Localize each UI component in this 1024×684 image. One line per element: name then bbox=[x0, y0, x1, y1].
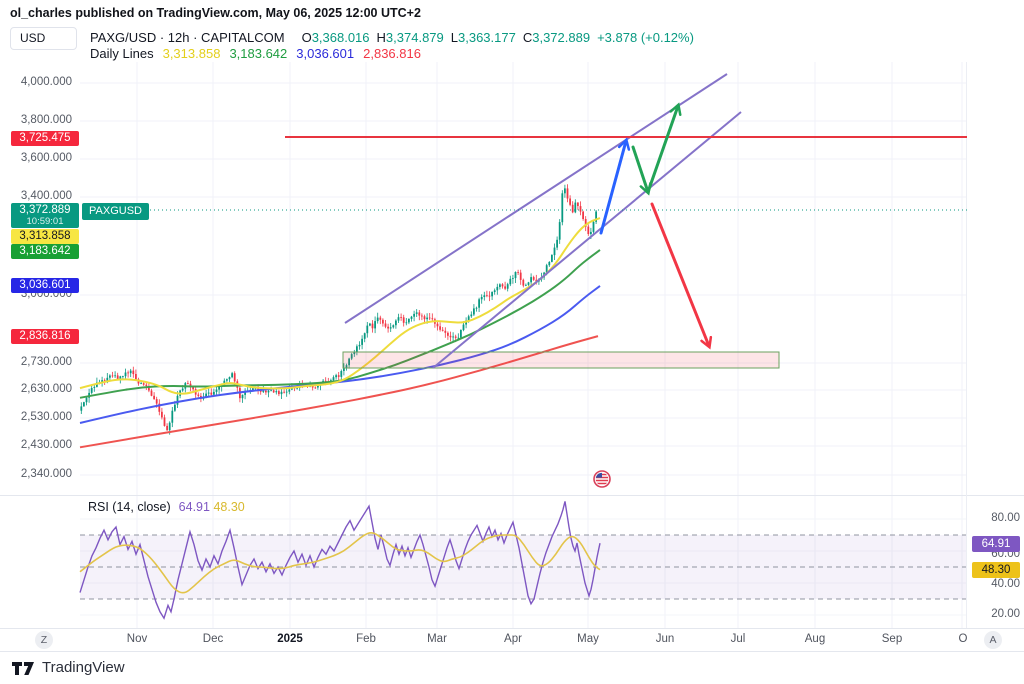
green-down-arrow[interactable] bbox=[631, 145, 652, 196]
time-tick-label: Mar bbox=[427, 633, 447, 645]
red-down-arrow[interactable] bbox=[650, 202, 713, 350]
ma-line-yellow bbox=[79, 217, 601, 395]
symbol-title[interactable]: PAXG/USD · 12h · CAPITALCOM bbox=[90, 30, 285, 45]
daily-line-value: 3,183.642 bbox=[229, 46, 288, 61]
time-tick-label: Jul bbox=[730, 633, 746, 645]
support-zone[interactable] bbox=[342, 351, 780, 369]
price-tick-label: 2,530.000 bbox=[20, 411, 72, 423]
time-tick-label: 2025 bbox=[277, 633, 303, 645]
price-tick-label: 2,340.000 bbox=[20, 468, 72, 480]
price-tick-label: 3,400.000 bbox=[20, 190, 72, 202]
rsi-value: 64.91 bbox=[178, 500, 210, 514]
price-level-badge: 3,183.642 bbox=[11, 244, 79, 259]
tradingview-glyph-icon bbox=[12, 662, 34, 675]
price-tick-label: 2,630.000 bbox=[20, 383, 72, 395]
grid bbox=[0, 62, 1024, 652]
ohlc-low-label: L bbox=[450, 30, 458, 45]
ma-line-blue bbox=[79, 285, 601, 424]
time-tick-label: Apr bbox=[504, 633, 522, 645]
time-tick-label: Feb bbox=[356, 633, 376, 645]
time-tick-label: Nov bbox=[126, 633, 148, 645]
time-tick-label: May bbox=[577, 633, 599, 645]
ohlc-low-value: 3,363.177 bbox=[458, 30, 516, 45]
rsi-value-badge: 48.30 bbox=[972, 562, 1020, 578]
rsi-ma-line bbox=[79, 531, 601, 594]
daily-lines-legend: Daily Lines 3,313.858 3,183.642 3,036.601 2,… bbox=[90, 46, 430, 61]
rsi-tick-label: 40.00 bbox=[991, 578, 1020, 590]
ohlc-high-value: 3,374.879 bbox=[385, 30, 444, 45]
rsi-ma-value: 48.30 bbox=[213, 500, 245, 514]
ohlc-close-value: 3,372.889 bbox=[532, 30, 591, 45]
blue-up-arrow[interactable] bbox=[599, 137, 631, 235]
brand-name: TradingView bbox=[42, 659, 125, 676]
daily-line-value: 3,313.858 bbox=[162, 46, 221, 61]
ohlc-close-label: C bbox=[522, 30, 533, 45]
ascending-channel[interactable] bbox=[344, 73, 742, 369]
price-tick-label: 2,730.000 bbox=[20, 356, 72, 368]
ohlc-high-label: H bbox=[376, 30, 386, 45]
time-tick-label: Dec bbox=[202, 633, 224, 645]
price-level-badge: 3,036.601 bbox=[11, 278, 79, 293]
rsi-title[interactable]: RSI (14, close) bbox=[88, 500, 171, 514]
ma-line-green bbox=[79, 249, 601, 399]
green-up-arrow[interactable] bbox=[646, 102, 682, 194]
time-tick-label: O bbox=[958, 633, 968, 645]
ma-line-red bbox=[79, 335, 599, 449]
rsi-tick-label: 20.00 bbox=[991, 608, 1020, 620]
attribution-text: ol_charles published on TradingView.com,… bbox=[10, 6, 421, 20]
current-price-badge: 3,372.889 10:59:01 bbox=[11, 203, 79, 228]
symbol-price-label: PAXGUSD bbox=[82, 203, 149, 220]
rsi-value-badge: 64.91 bbox=[972, 536, 1020, 552]
daily-line-value: 2,836.816 bbox=[363, 46, 421, 61]
price-tick-label: 3,800.000 bbox=[20, 114, 72, 126]
currency-button[interactable]: USD bbox=[10, 27, 77, 50]
ohlc-open-value: 3,368.016 bbox=[311, 30, 370, 45]
time-tick-label: A bbox=[984, 631, 1002, 649]
daily-lines-label: Daily Lines bbox=[90, 46, 154, 61]
time-tick-label: Z bbox=[35, 631, 53, 649]
price-level-badge: 3,313.858 bbox=[11, 229, 79, 244]
price-level-badge: 3,725.475 bbox=[11, 131, 79, 146]
rsi-line bbox=[79, 501, 601, 620]
price-tick-label: 4,000.000 bbox=[20, 76, 72, 88]
ohlc-open-label: O bbox=[301, 30, 312, 45]
price-tick-label: 3,600.000 bbox=[20, 152, 72, 164]
tradingview-logo[interactable]: TradingView bbox=[12, 659, 125, 676]
time-tick-label: Aug bbox=[804, 633, 826, 645]
rsi-tick-label: 80.00 bbox=[991, 512, 1020, 524]
rsi-legend: RSI (14, close) 64.91 48.30 bbox=[88, 500, 245, 514]
moving-averages bbox=[79, 217, 601, 449]
change-value: +3.878 (+0.12%) bbox=[597, 30, 694, 45]
price-level-badge: 2,836.816 bbox=[11, 329, 79, 344]
time-tick-label: Jun bbox=[655, 633, 675, 645]
daily-line-value: 3,036.601 bbox=[296, 46, 355, 61]
symbol-legend: PAXG/USD · 12h · CAPITALCOM O3,368.016 H3,… bbox=[90, 30, 694, 45]
price-tick-label: 2,430.000 bbox=[20, 439, 72, 451]
us-economic-event-flag-icon[interactable] bbox=[593, 470, 611, 488]
time-tick-label: Sep bbox=[881, 633, 903, 645]
